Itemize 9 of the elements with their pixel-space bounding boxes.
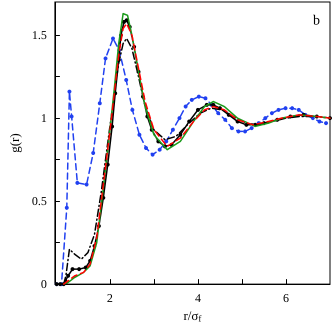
x-tick-label: 2 [106,291,113,306]
x-tick-label: 4 [194,291,201,306]
y-tick-label: 0 [40,277,47,292]
annotation: b [313,14,320,28]
y-tick-label: 1 [40,111,47,126]
y-tick-label: 0.5 [32,194,47,208]
y-tick-label: 1.5 [32,28,47,42]
y-axis-title: g(r) [7,133,22,153]
x-tick-label: 6 [282,291,289,306]
